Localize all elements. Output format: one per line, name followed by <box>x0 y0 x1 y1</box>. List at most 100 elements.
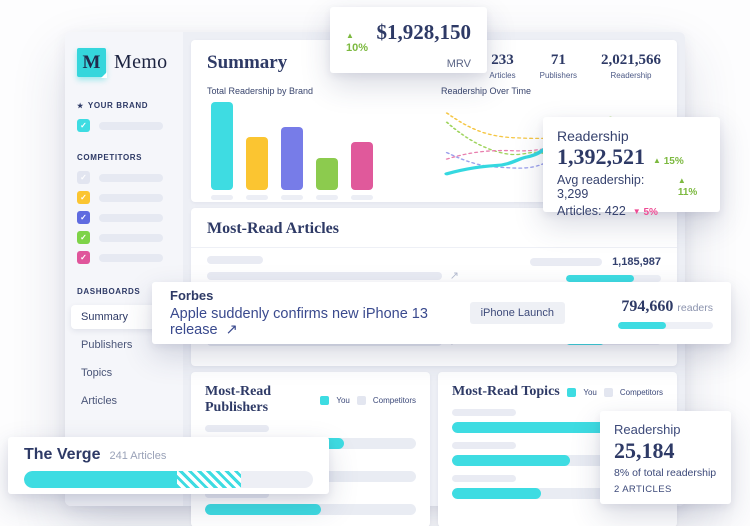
bar-chart-block: Total Readership by Brand <box>207 86 427 200</box>
topic-bar-fill <box>452 422 613 433</box>
article-title-placeholder <box>207 272 442 280</box>
legend-you-swatch <box>567 387 577 397</box>
competitor-checkbox-4[interactable]: ✓ <box>77 231 90 244</box>
articles-count-trend-value: 5% <box>643 207 658 218</box>
article-readers-value: 794,660 <box>621 297 674 315</box>
competitor-name-placeholder <box>99 233 163 242</box>
topic-row[interactable] <box>452 409 663 433</box>
articles-count-trend: ▼ 5% <box>633 207 658 218</box>
publisher-callout-card[interactable]: The Verge 241 Articles <box>8 437 329 494</box>
competitor-checkbox-3[interactable]: ✓ <box>77 211 90 224</box>
stat-publishers-value: 71 <box>550 52 566 68</box>
article-headline[interactable]: Apple suddenly confirms new iPhone 13 re… <box>170 306 452 338</box>
topic-article-count: 2 ARTICLES <box>614 484 672 495</box>
external-link-icon[interactable]: ↗ <box>449 270 459 282</box>
bar-label-placeholder <box>246 195 268 200</box>
publisher-progress-hatched <box>177 471 241 488</box>
sidebar-item-publishers[interactable]: Publishers <box>81 339 133 351</box>
article-topic-tag[interactable]: iPhone Launch <box>469 302 565 324</box>
mrv-label: MRV <box>446 58 471 70</box>
publisher-progress-solid <box>24 471 178 488</box>
bar-label-placeholder <box>281 195 303 200</box>
competitor-checkbox-5[interactable]: ✓ <box>77 251 90 264</box>
memo-logo-icon: M <box>77 48 107 78</box>
brand-name-placeholder <box>99 121 163 130</box>
most-read-articles-title: Most-Read Articles <box>207 220 339 237</box>
logo-letter: M <box>82 51 101 73</box>
publisher-name-placeholder <box>205 425 269 432</box>
your-brand-label-text: YOUR BRAND <box>87 101 149 110</box>
publisher-name-placeholder <box>205 491 269 498</box>
publisher-name: The Verge <box>24 446 101 463</box>
topic-bar-fill <box>452 455 571 466</box>
logo-fold <box>101 72 107 78</box>
competitor-name-placeholder <box>99 173 163 182</box>
mrv-callout-card: ▲ 10% $1,928,150 MRV <box>330 7 487 73</box>
stat-publishers: 71 Publishers <box>540 52 577 80</box>
readership-trend-value: 15% <box>663 156 684 167</box>
competitor-checkbox-2[interactable]: ✓ <box>77 191 90 204</box>
competitor-filter-row: ✓ <box>77 211 171 224</box>
topic-name-placeholder <box>452 409 516 416</box>
legend-competitors-label: Competitors <box>619 387 663 397</box>
readership-bar-chart <box>207 102 427 190</box>
brand-checkbox[interactable]: ✓ <box>77 119 90 132</box>
readership-callout-card: Readership 1,392,521 ▲ 15% Avg readershi… <box>543 117 720 218</box>
bar-label-placeholder <box>351 195 373 200</box>
topic-name-placeholder <box>452 442 516 449</box>
sidebar-item-topics[interactable]: Topics <box>81 367 113 379</box>
stat-readership-label: Readership <box>610 71 652 80</box>
topic-row[interactable] <box>452 442 663 466</box>
most-read-topics-title: Most-Read Topics <box>452 384 560 399</box>
sidebar-item-articles[interactable]: Articles <box>81 395 118 407</box>
competitor-checkbox-1[interactable]: ✓ <box>77 171 90 184</box>
competitor-name-placeholder <box>99 213 163 222</box>
your-brand-label: ★ YOUR BRAND <box>77 101 171 110</box>
external-link-icon[interactable]: ↗ <box>225 322 238 338</box>
article-readers-unit: readers <box>677 301 713 314</box>
mrv-trend: ▲ 10% <box>346 30 370 54</box>
summary-stats: 233 Articles 71 Publishers 2,021,566 Rea… <box>489 52 661 80</box>
article-callout-card[interactable]: Forbes Apple suddenly confirms new iPhon… <box>152 282 731 344</box>
line-chart-title: Readership Over Time <box>441 86 532 96</box>
avg-readership-label: Avg readership: 3,299 <box>557 173 645 201</box>
stat-articles: 233 Articles <box>489 52 515 80</box>
bar-chart-title: Total Readership by Brand <box>207 86 314 96</box>
trend-down-icon: ▼ <box>632 207 641 216</box>
bar-your-brand[interactable] <box>211 102 233 190</box>
topics-legend: You Competitors <box>567 387 663 397</box>
publisher-progress-track <box>24 471 313 488</box>
publisher-bar-track <box>205 504 416 515</box>
brand-filter-row: ✓ <box>77 119 171 132</box>
competitor-filter-row: ✓ <box>77 231 171 244</box>
legend-you-swatch <box>320 395 330 405</box>
avg-readership-trend: ▲ 11% <box>678 176 706 198</box>
stat-readership: 2,021,566 Readership <box>601 52 661 80</box>
competitor-filter-row: ✓ <box>77 251 171 264</box>
topic-row[interactable] <box>452 475 663 499</box>
trend-up-icon: ▲ <box>346 31 354 40</box>
star-icon: ★ <box>77 102 84 110</box>
bar-competitor-2[interactable] <box>281 126 303 190</box>
topic-bar-track <box>452 422 663 433</box>
app-logo[interactable]: M Memo <box>77 48 171 78</box>
readers-progress-track <box>566 275 661 282</box>
bar-competitor-4[interactable] <box>351 142 373 190</box>
readership-title: Readership <box>557 128 629 144</box>
topic-readership-share: 8% of total readership <box>614 467 717 479</box>
mrv-value: $1,928,150 <box>376 20 472 44</box>
bar-competitor-3[interactable] <box>316 158 338 190</box>
article-publisher: Forbes <box>170 288 214 303</box>
topic-callout-card: Readership 25,184 8% of total readership… <box>600 411 731 504</box>
bar-competitor-1[interactable] <box>246 137 268 190</box>
trend-up-icon: ▲ <box>677 176 686 185</box>
stat-publishers-label: Publishers <box>539 71 577 80</box>
app-window: M Memo ★ YOUR BRAND ✓ COMPETITORS ✓ ✓ <box>65 32 685 526</box>
legend-you-label: You <box>583 387 597 397</box>
competitors-label: COMPETITORS <box>77 153 143 162</box>
summary-title: Summary <box>207 52 288 73</box>
article-row[interactable]: ↗ 1,185,987 <box>207 256 661 282</box>
brand-name: Memo <box>114 51 168 73</box>
publisher-row[interactable] <box>205 491 416 515</box>
